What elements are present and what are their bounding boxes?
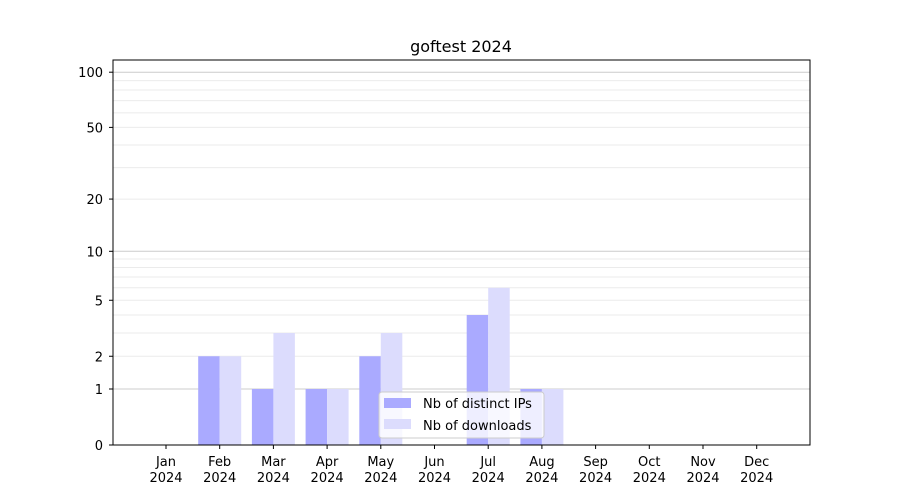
y-tick-label: 1 bbox=[95, 383, 103, 398]
x-tick-label: May 2024 bbox=[364, 455, 397, 486]
plot-frame bbox=[112, 59, 811, 446]
bar-downloads bbox=[273, 333, 295, 445]
x-tick-label: Dec 2024 bbox=[740, 455, 773, 486]
x-tick-label: Jun 2024 bbox=[418, 455, 451, 486]
bar-downloads bbox=[327, 389, 349, 445]
x-tick-label: Sep 2024 bbox=[579, 455, 612, 486]
x-tick-label: Jan 2024 bbox=[149, 455, 182, 486]
y-tick-label: 50 bbox=[86, 121, 103, 136]
legend-swatch-ips bbox=[384, 398, 411, 408]
bar-distinct-ips bbox=[198, 356, 220, 445]
y-tick-label: 10 bbox=[86, 245, 103, 260]
legend-swatch-downloads bbox=[384, 419, 411, 429]
x-tick-label: Jul 2024 bbox=[472, 455, 505, 486]
x-tick-label: Feb 2024 bbox=[203, 455, 236, 486]
x-tick-label: Aug 2024 bbox=[525, 455, 558, 486]
x-tick-label: Oct 2024 bbox=[633, 455, 666, 486]
bar-distinct-ips bbox=[359, 356, 381, 445]
legend-label-downloads: Nb of downloads bbox=[423, 419, 532, 434]
y-tick-label: 20 bbox=[86, 193, 103, 208]
x-tick-label: Mar 2024 bbox=[257, 455, 290, 486]
y-tick-label: 5 bbox=[95, 294, 103, 309]
bar-downloads bbox=[219, 356, 242, 445]
chart-title: goftest 2024 bbox=[410, 37, 512, 56]
bar-distinct-ips bbox=[251, 389, 274, 445]
x-tick-label: Apr 2024 bbox=[311, 455, 344, 486]
bar-downloads bbox=[541, 389, 564, 445]
legend-label-ips: Nb of distinct IPs bbox=[423, 397, 532, 412]
x-tick-label: Nov 2024 bbox=[686, 455, 719, 486]
y-tick-label: 100 bbox=[78, 66, 103, 81]
y-tick-label: 2 bbox=[95, 350, 103, 365]
bar-distinct-ips bbox=[305, 389, 328, 445]
y-tick-label: 0 bbox=[95, 439, 103, 454]
legend: Nb of distinct IPs Nb of downloads bbox=[378, 391, 545, 439]
